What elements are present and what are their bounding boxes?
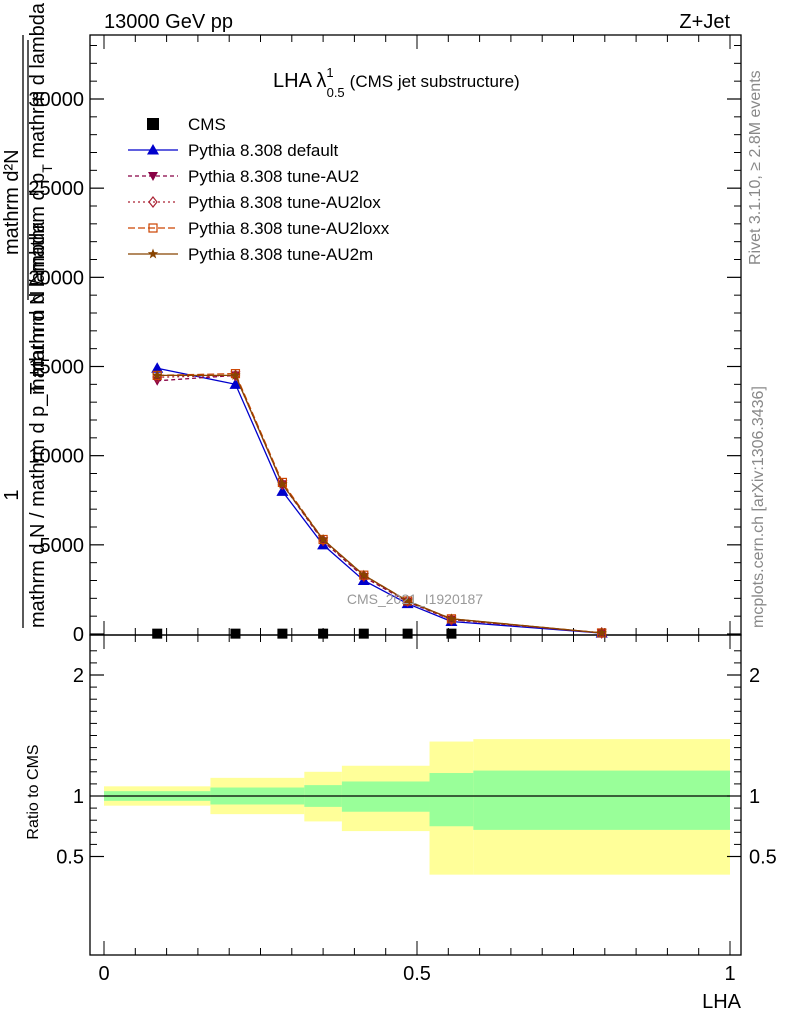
main-y-tick-label: 20000 — [28, 267, 84, 289]
series-line — [157, 367, 602, 634]
ratio-y-label: Ratio to CMS — [25, 744, 42, 839]
x-tick-label: 0 — [98, 963, 109, 985]
ratio-bands — [104, 739, 730, 875]
rivet-version-text: Rivet 3.1.10, ≥ 2.8M events — [747, 70, 764, 265]
ratio-plot-frame — [89, 634, 742, 956]
data-point — [402, 628, 413, 639]
data-point — [596, 627, 607, 638]
data-point — [229, 378, 242, 389]
analysis-watermark: CMS_2021_I1920187 — [347, 591, 483, 607]
legend-marker — [147, 118, 159, 130]
main-y-tick-label: 5000 — [40, 535, 85, 557]
y-label-inner-numerator: mathrm d²N — [1, 149, 23, 255]
legend-label: Pythia 8.308 tune-AU2loxx — [188, 219, 390, 238]
ratio-inner-band-bin — [473, 770, 730, 830]
legend-marker — [148, 196, 158, 208]
x-tick-label: 0.5 — [403, 963, 431, 985]
mcplots-reference-text: mcplots.cern.ch [arXiv:1306.3436] — [750, 386, 767, 628]
data-point — [151, 369, 163, 380]
data-point — [358, 569, 370, 580]
data-point — [277, 478, 288, 489]
legend-marker — [148, 172, 158, 181]
main-y-tick-label: 10000 — [28, 446, 84, 468]
data-point — [358, 628, 369, 639]
x-tick-label: 1 — [724, 963, 735, 985]
legend-marker — [148, 223, 158, 233]
data-point — [317, 533, 329, 544]
series-line — [157, 374, 602, 634]
legend: CMS Pythia 8.308 default Pythia 8.308 tune… — [128, 115, 390, 264]
series-0 — [152, 628, 457, 639]
ratio-y-tick-label: 1 — [73, 786, 84, 808]
x-axis-label: LHA — [702, 991, 742, 1013]
data-point — [277, 628, 288, 639]
ratio-y-tick-label-right: 0.5 — [749, 847, 777, 869]
ratio-y-tick-label: 0.5 — [56, 847, 84, 869]
y-label-denominator: mathrm d N / mathrm d p_T mathrm d lambd… — [27, 221, 49, 628]
legend-label: Pythia 8.308 default — [188, 141, 339, 160]
legend-label: Pythia 8.308 tune-AU2lox — [188, 193, 381, 212]
data-point — [230, 628, 241, 639]
main-y-label: 1 mathrm d N / mathrm d p_T mathrm d lam… — [1, 2, 55, 628]
ratio-inner-band-bin — [429, 773, 474, 827]
ratio-y-tick-label: 2 — [73, 665, 84, 687]
data-point — [446, 613, 457, 624]
data-point — [276, 485, 289, 496]
legend-label: Pythia 8.308 tune-AU2 — [188, 167, 359, 186]
legend-marker — [147, 144, 159, 155]
legend-label: Pythia 8.308 tune-AU2m — [188, 245, 373, 264]
data-point — [402, 595, 413, 606]
data-point — [446, 628, 457, 639]
series-line — [157, 374, 602, 634]
main-axes: 0 5000 10000 15000 20000 25000 30000 — [28, 35, 741, 646]
legend-marker — [147, 248, 159, 259]
legend-label: CMS — [188, 115, 226, 134]
series-layer — [151, 362, 608, 639]
data-point — [151, 362, 164, 373]
main-y-tick-label: 15000 — [28, 357, 84, 379]
ratio-y-tick-label-right: 1 — [749, 786, 760, 808]
chart-title: LHA λ1 0.5(CMS jet substructure) — [273, 65, 520, 100]
ratio-axes: 0.5 0.5 1 1 2 2 0 0.5 1 — [56, 635, 777, 985]
data-point — [318, 628, 329, 639]
data-point — [152, 628, 163, 639]
series-5 — [151, 369, 607, 638]
main-y-tick-label: 25000 — [28, 178, 84, 200]
header-right: Z+Jet — [679, 11, 730, 33]
data-point — [230, 369, 241, 380]
ratio-y-tick-label-right: 2 — [749, 665, 760, 687]
header-left: 13000 GeV pp — [104, 11, 233, 33]
main-y-tick-label: 30000 — [28, 89, 84, 111]
y-label-numerator-one: 1 — [1, 489, 23, 500]
y-label-inner-denominator: mathrm d N / mathrm d pT mathrm d lambda — [27, 2, 55, 395]
main-y-tick-label: 0 — [73, 624, 84, 646]
